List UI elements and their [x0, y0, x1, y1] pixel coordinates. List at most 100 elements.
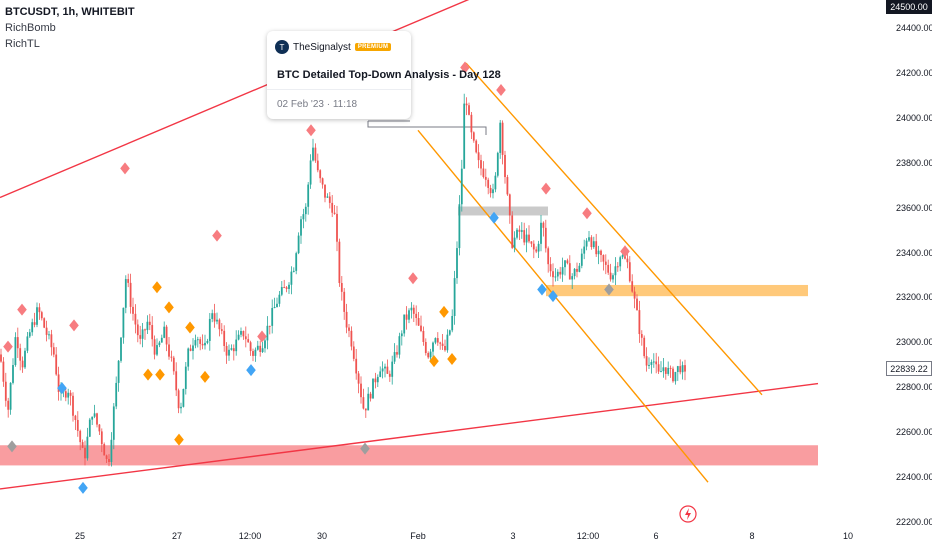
time-tick-label: 12:00 — [238, 531, 262, 541]
candle-body — [638, 310, 641, 335]
candle-body — [117, 360, 120, 383]
candle-body — [547, 248, 550, 265]
candle-body — [360, 383, 362, 398]
candle-body — [69, 392, 72, 396]
candle-body — [151, 325, 154, 340]
candle-body — [492, 189, 494, 194]
time-tick-label: 30 — [316, 531, 328, 541]
candle-body — [396, 352, 398, 355]
candle-body — [177, 390, 180, 409]
candle-body — [45, 327, 48, 335]
candle-body — [76, 419, 79, 431]
candle-body — [36, 307, 38, 325]
signal-marker-red — [582, 207, 592, 220]
price-tick-label: 22800.00 — [896, 382, 932, 393]
candle-body — [208, 318, 211, 341]
candle-body — [331, 202, 334, 213]
symbol-line[interactable]: BTCUSDT, 1h, WHITEBIT — [5, 6, 135, 18]
candle-body — [268, 325, 271, 327]
idea-popup[interactable]: T TheSignalyst PREMIUM BTC Detailed Top-… — [267, 31, 501, 119]
candle-body — [206, 340, 209, 343]
candle-body — [441, 343, 444, 346]
candle-body — [511, 215, 514, 248]
markers-layer — [3, 61, 630, 494]
candle-body — [540, 222, 542, 244]
candle-body — [345, 311, 348, 328]
candle-body — [590, 237, 593, 248]
signal-marker-gray — [604, 283, 614, 296]
signal-marker-orange — [164, 301, 174, 314]
candle-body — [321, 178, 324, 185]
resistance-zone — [546, 284, 808, 297]
time-tick-label: 6 — [653, 531, 659, 541]
candle-body — [681, 365, 684, 373]
author-avatar: T — [275, 40, 289, 54]
candle-body — [676, 366, 679, 372]
candle-body — [192, 345, 194, 351]
signal-marker-orange — [185, 321, 195, 334]
candle-body — [256, 345, 259, 350]
candle-body — [249, 342, 252, 352]
candle-body — [475, 140, 478, 153]
candle-body — [451, 316, 454, 331]
candle-body — [494, 175, 497, 190]
signal-marker-blue — [57, 382, 67, 395]
candle-body — [645, 356, 648, 366]
candle-body — [254, 349, 257, 356]
candle-body — [276, 303, 278, 308]
candle-body — [285, 287, 288, 289]
price-tick-label: 23600.00 — [896, 202, 932, 213]
candle-body — [88, 419, 91, 437]
indicator-richtl[interactable]: RichTL — [5, 38, 40, 50]
lightning-icon[interactable] — [679, 505, 697, 523]
candle-body — [580, 253, 583, 266]
candle-body — [40, 312, 43, 319]
time-tick-label: 10 — [842, 531, 854, 541]
candle-body — [14, 337, 17, 366]
candle-body — [297, 235, 300, 254]
candle-body — [26, 336, 29, 351]
indicator-richbomb[interactable]: RichBomb — [5, 22, 56, 34]
candle-body — [96, 413, 98, 425]
candle-body — [199, 339, 202, 344]
time-tick-label: 27 — [171, 531, 183, 541]
candle-body — [57, 374, 60, 392]
candle-body — [604, 261, 607, 265]
candle-body — [393, 352, 396, 362]
signal-marker-orange — [429, 355, 439, 368]
candle-body — [93, 413, 96, 417]
candle-body — [573, 268, 576, 277]
signal-marker-red — [212, 229, 222, 242]
candle-body — [182, 388, 185, 407]
candle-body — [487, 179, 490, 188]
signal-marker-red — [120, 162, 130, 175]
price-chart[interactable] — [0, 0, 884, 550]
candle-body — [139, 335, 142, 339]
popup-title[interactable]: BTC Detailed Top-Down Analysis - Day 128 — [277, 69, 501, 81]
signal-marker-orange — [447, 352, 457, 365]
candle-body — [266, 325, 269, 341]
signal-marker-red — [620, 245, 630, 258]
candle-body — [631, 281, 634, 292]
signal-marker-orange — [155, 368, 165, 381]
candle-body — [468, 105, 470, 115]
candle-body — [228, 349, 230, 356]
candle-body — [340, 283, 343, 292]
candle-body — [0, 354, 2, 362]
author-name[interactable]: TheSignalyst — [293, 41, 351, 53]
signal-marker-blue — [489, 211, 499, 224]
candle-body — [98, 424, 101, 432]
candle-body — [660, 371, 662, 373]
price-axis[interactable] — [884, 0, 932, 550]
candle-body — [453, 278, 456, 317]
candle-body — [216, 319, 218, 322]
candle-body — [211, 313, 214, 319]
candle-body — [319, 170, 322, 179]
candle-body — [261, 348, 264, 352]
candle-body — [72, 395, 74, 416]
candle-body — [679, 366, 682, 373]
candle-body — [278, 294, 281, 304]
candle-body — [616, 266, 619, 268]
candle-body — [213, 313, 216, 322]
